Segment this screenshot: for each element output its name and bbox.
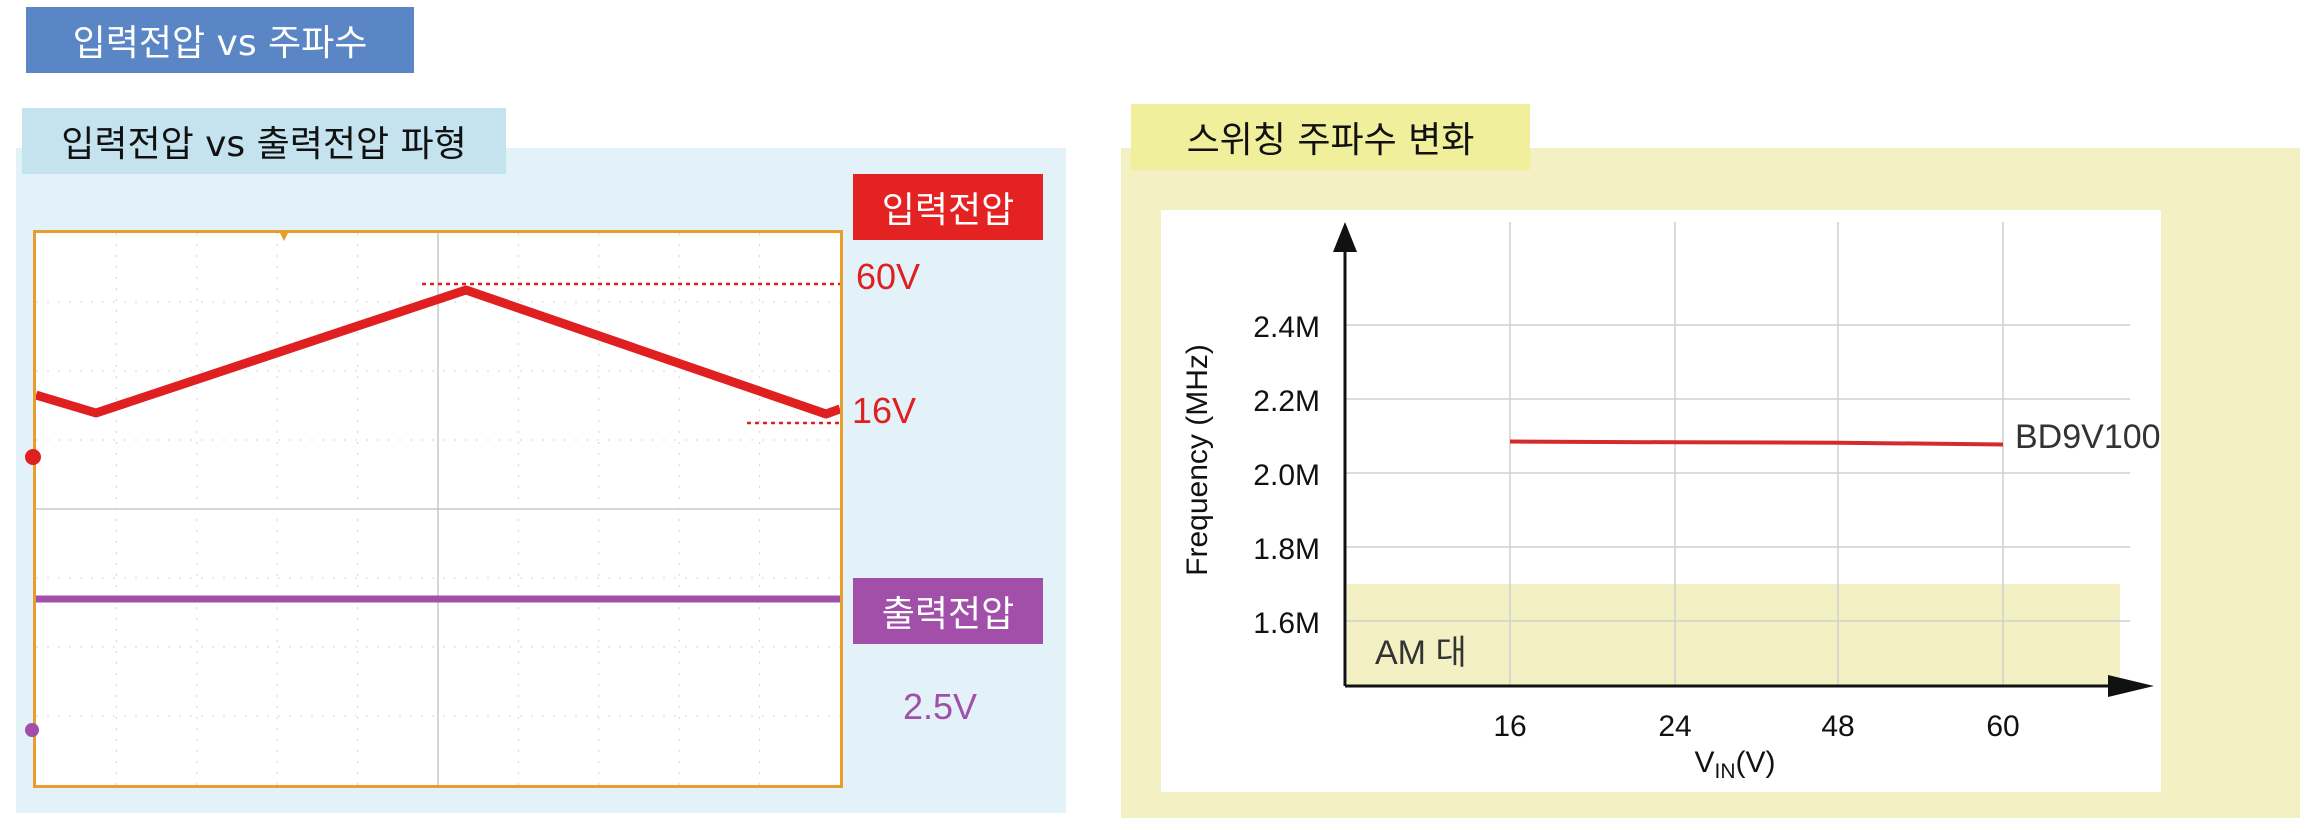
x-axis-label-unit: (V) xyxy=(1736,746,1776,779)
x-axis-label: VIN(V) xyxy=(1694,746,1775,783)
x-axis-arrow-icon xyxy=(2108,675,2154,697)
oscilloscope-screen xyxy=(33,230,843,788)
x-axis-label-main: V xyxy=(1694,746,1714,779)
output-voltage-tag: 출력전압 xyxy=(853,578,1043,644)
y-tick-label: 1.8M xyxy=(1253,533,1320,566)
waveform-panel-title: 입력전압 vs 출력전압 파형 xyxy=(22,108,506,174)
y-tick-label: 2.0M xyxy=(1253,459,1320,492)
v-high-label: 60V xyxy=(856,256,921,297)
y-axis-arrow-icon xyxy=(1333,222,1357,252)
frequency-panel-title: 스위칭 주파수 변화 xyxy=(1131,104,1530,170)
y-tick-label: 2.2M xyxy=(1253,385,1320,418)
page-title-text: 입력전압 vs 주파수 xyxy=(72,23,368,64)
input-voltage-trace xyxy=(36,285,840,419)
am-band-label: AM 대 xyxy=(1375,634,1467,672)
x-tick-label: 16 xyxy=(1493,710,1526,743)
input-voltage-tag-text: 입력전압 xyxy=(881,190,1015,231)
ch2-marker-icon xyxy=(25,723,39,737)
v-low-label: 16V xyxy=(852,390,917,431)
x-tick-label: 48 xyxy=(1821,710,1854,743)
x-axis-label-sub: IN xyxy=(1715,760,1736,783)
x-tick-label: 60 xyxy=(1986,710,2019,743)
page-title: 입력전압 vs 주파수 xyxy=(26,7,414,73)
output-voltage-tag-text: 출력전압 xyxy=(881,594,1015,635)
am-band-region xyxy=(1347,584,2120,686)
waveform-title-text: 입력전압 vs 출력전압 파형 xyxy=(61,124,467,165)
v-out-label: 2.5V xyxy=(903,686,978,727)
trigger-marker-icon xyxy=(280,233,288,241)
frequency-chart-area xyxy=(1161,210,2161,792)
oscilloscope-traces xyxy=(36,233,840,785)
input-voltage-tag: 입력전압 xyxy=(853,174,1043,240)
x-tick-label: 24 xyxy=(1658,710,1691,743)
frequency-title-text: 스위칭 주파수 변화 xyxy=(1186,120,1475,161)
y-tick-label: 2.4M xyxy=(1253,311,1320,344)
y-tick-label: 1.6M xyxy=(1253,607,1320,640)
ch1-marker-icon xyxy=(25,449,41,465)
series-line-bd9v100 xyxy=(1509,439,2004,447)
series-label-bd9v100: BD9V100 xyxy=(2015,418,2161,456)
y-axis-label: Frequency (MHz) xyxy=(1181,344,1214,576)
